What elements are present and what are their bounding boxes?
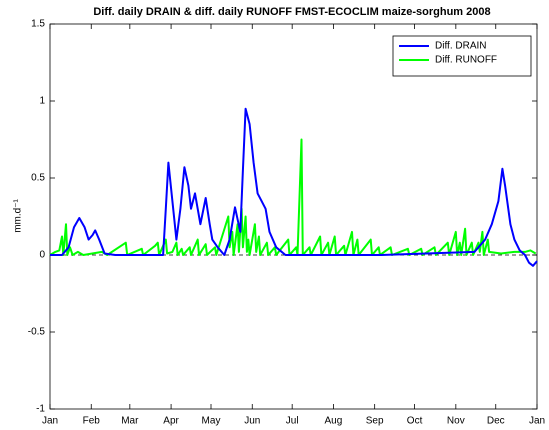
x-tick-label: Jun xyxy=(244,416,260,427)
y-tick-label: -0.5 xyxy=(28,327,46,338)
series-line xyxy=(50,107,538,267)
x-tick-label: Aug xyxy=(325,416,343,427)
legend-box xyxy=(392,35,532,77)
series-line xyxy=(49,138,537,256)
x-tick-label: Apr xyxy=(163,416,179,427)
x-tick-label: Dec xyxy=(487,416,505,427)
x-tick-label: Nov xyxy=(447,416,465,427)
y-axis-label: mm.d⁻¹ xyxy=(13,199,24,233)
x-tick-label: Jan xyxy=(529,416,545,427)
x-tick-label: Jul xyxy=(286,416,299,427)
x-tick-label: Sep xyxy=(366,416,384,427)
x-tick-label: Jan xyxy=(42,416,58,427)
plot-area xyxy=(49,23,538,410)
chart-title: Diff. daily DRAIN & diff. daily RUNOFF F… xyxy=(93,6,490,18)
x-tick-label: Mar xyxy=(121,416,139,427)
x-tick-label: Feb xyxy=(83,416,101,427)
y-tick-label: -1 xyxy=(36,404,45,415)
x-tick-label: Oct xyxy=(407,416,423,427)
y-tick-label: 0.5 xyxy=(31,173,45,184)
y-tick-label: 1 xyxy=(39,96,45,107)
y-tick-label: 1.5 xyxy=(31,19,45,30)
y-tick-label: 0 xyxy=(39,250,45,261)
legend-label: Diff. RUNOFF xyxy=(435,55,497,66)
legend-label: Diff. DRAIN xyxy=(435,41,487,52)
x-tick-label: May xyxy=(202,416,221,427)
